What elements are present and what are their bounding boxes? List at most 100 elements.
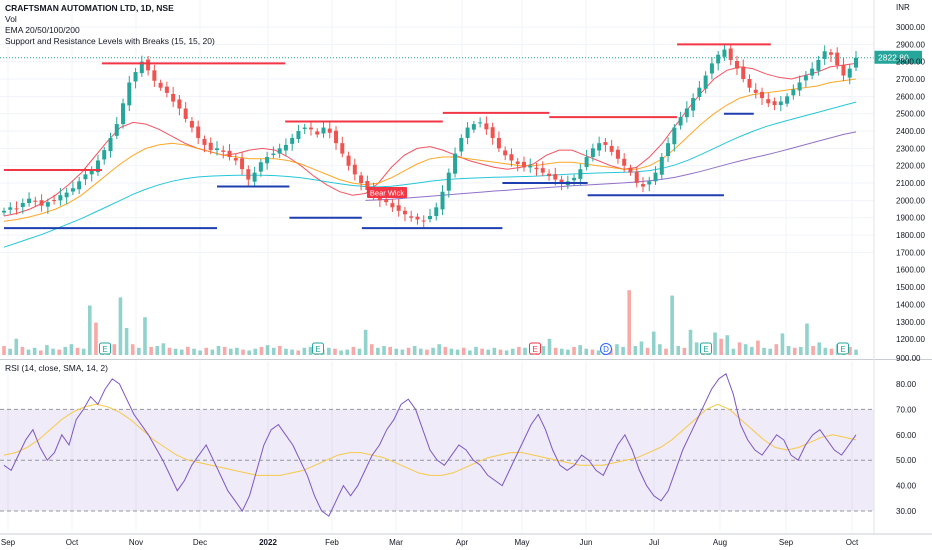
price-tick-label: 2900.00 <box>896 40 925 49</box>
volume-bar <box>749 346 754 355</box>
candle-body <box>246 169 251 180</box>
ema-line <box>3 78 857 222</box>
volume-bar <box>57 349 61 355</box>
volume-bar <box>633 346 638 355</box>
volume-bar <box>682 347 687 355</box>
candle-body <box>89 170 94 175</box>
event-marker <box>529 342 541 355</box>
volume-bar <box>14 338 19 355</box>
candle-body <box>684 108 689 118</box>
volume-bar <box>492 347 497 355</box>
candle-body <box>352 164 357 175</box>
volume-bar <box>216 346 221 355</box>
volume-bar <box>376 347 380 355</box>
indicator-vol[interactable]: Vol <box>5 14 17 24</box>
price-tick-label: 2500.00 <box>896 110 925 119</box>
candle-body <box>39 200 44 206</box>
candle-body <box>45 202 50 207</box>
candle-body <box>584 157 589 168</box>
volume-bar <box>651 331 656 355</box>
rsi-line <box>3 373 857 517</box>
candle-body <box>653 172 658 182</box>
candle-body <box>534 167 539 170</box>
indicator-ema[interactable]: EMA 20/50/100/200 <box>5 25 80 35</box>
volume-bar <box>572 346 576 355</box>
price-tick-label: 2400.00 <box>896 127 925 136</box>
candle-body <box>672 127 677 145</box>
rsi-title[interactable]: RSI (14, close, SMA, 14, 2) <box>5 363 108 373</box>
volume-bar <box>112 344 117 355</box>
volume-bar <box>694 342 699 355</box>
volume-bar <box>425 349 429 355</box>
candle-body <box>121 103 126 125</box>
candle-body <box>127 82 132 106</box>
volume-bar <box>419 348 423 355</box>
candle-body <box>402 210 407 215</box>
candle-body <box>615 149 620 159</box>
event-marker-label: E <box>532 345 537 354</box>
rsi-sma-line <box>3 403 857 476</box>
volume-bar <box>149 346 153 355</box>
volume-bar <box>786 346 791 355</box>
volume-bar <box>118 297 123 355</box>
volume-bar <box>241 349 245 355</box>
volume-bar <box>400 349 405 355</box>
volume-bar <box>854 349 858 355</box>
rsi-tick-label: 40.00 <box>896 482 917 491</box>
volume-bar <box>333 348 337 355</box>
volume-bar <box>235 347 239 355</box>
volume-bar <box>737 342 742 355</box>
pane-separator[interactable] <box>0 359 932 360</box>
candle-body <box>521 161 526 168</box>
volume-bar <box>774 344 779 355</box>
candle-body <box>722 49 727 57</box>
candle-body <box>703 75 708 89</box>
candle-body <box>810 68 815 76</box>
candle-body <box>359 175 364 184</box>
candle-body <box>139 61 144 74</box>
candle-body <box>628 167 633 173</box>
candle-body <box>734 60 739 69</box>
volume-bar <box>94 322 98 355</box>
candle-body <box>77 181 82 190</box>
price-tick-label: 2100.00 <box>896 179 925 188</box>
candle-body <box>158 82 163 88</box>
volume-bar <box>578 345 582 355</box>
rsi-tick-label: 70.00 <box>896 405 917 414</box>
candle-body <box>308 127 313 130</box>
volume-bar <box>848 346 852 355</box>
candle-body <box>666 143 671 157</box>
volume-bar <box>222 346 227 355</box>
candle-body <box>114 124 119 136</box>
candle-body <box>58 195 63 201</box>
volume-bar <box>38 350 43 355</box>
volume-bar <box>186 346 190 355</box>
candle-body <box>709 63 714 74</box>
volume-bar <box>468 350 472 355</box>
time-tick-label: Aug <box>713 538 727 547</box>
candle-body <box>496 137 501 149</box>
volume-bar <box>768 348 772 355</box>
time-tick-label: Feb <box>325 538 339 547</box>
volume-bar <box>265 345 270 355</box>
candle-body <box>747 79 752 88</box>
volume-bar <box>296 350 301 355</box>
volume-bar <box>559 348 564 355</box>
candle-body <box>108 137 113 152</box>
volume-bar <box>731 348 736 355</box>
volume-bar <box>167 347 172 355</box>
last-price-tag <box>874 50 922 64</box>
indicator-sr[interactable]: Support and Resistance Levels with Break… <box>5 36 215 46</box>
currency-label: INR <box>896 3 910 12</box>
volume-bar <box>278 346 282 355</box>
candle-body <box>340 143 345 154</box>
candle-body <box>346 155 351 166</box>
event-marker <box>837 342 849 355</box>
price-tick-label: 2200.00 <box>896 162 925 171</box>
candle-body <box>822 51 827 59</box>
volume-bar <box>363 329 368 355</box>
volume-bar <box>547 338 552 355</box>
time-tick-label: May <box>514 538 529 547</box>
rsi-tick-label: 30.00 <box>896 507 917 516</box>
